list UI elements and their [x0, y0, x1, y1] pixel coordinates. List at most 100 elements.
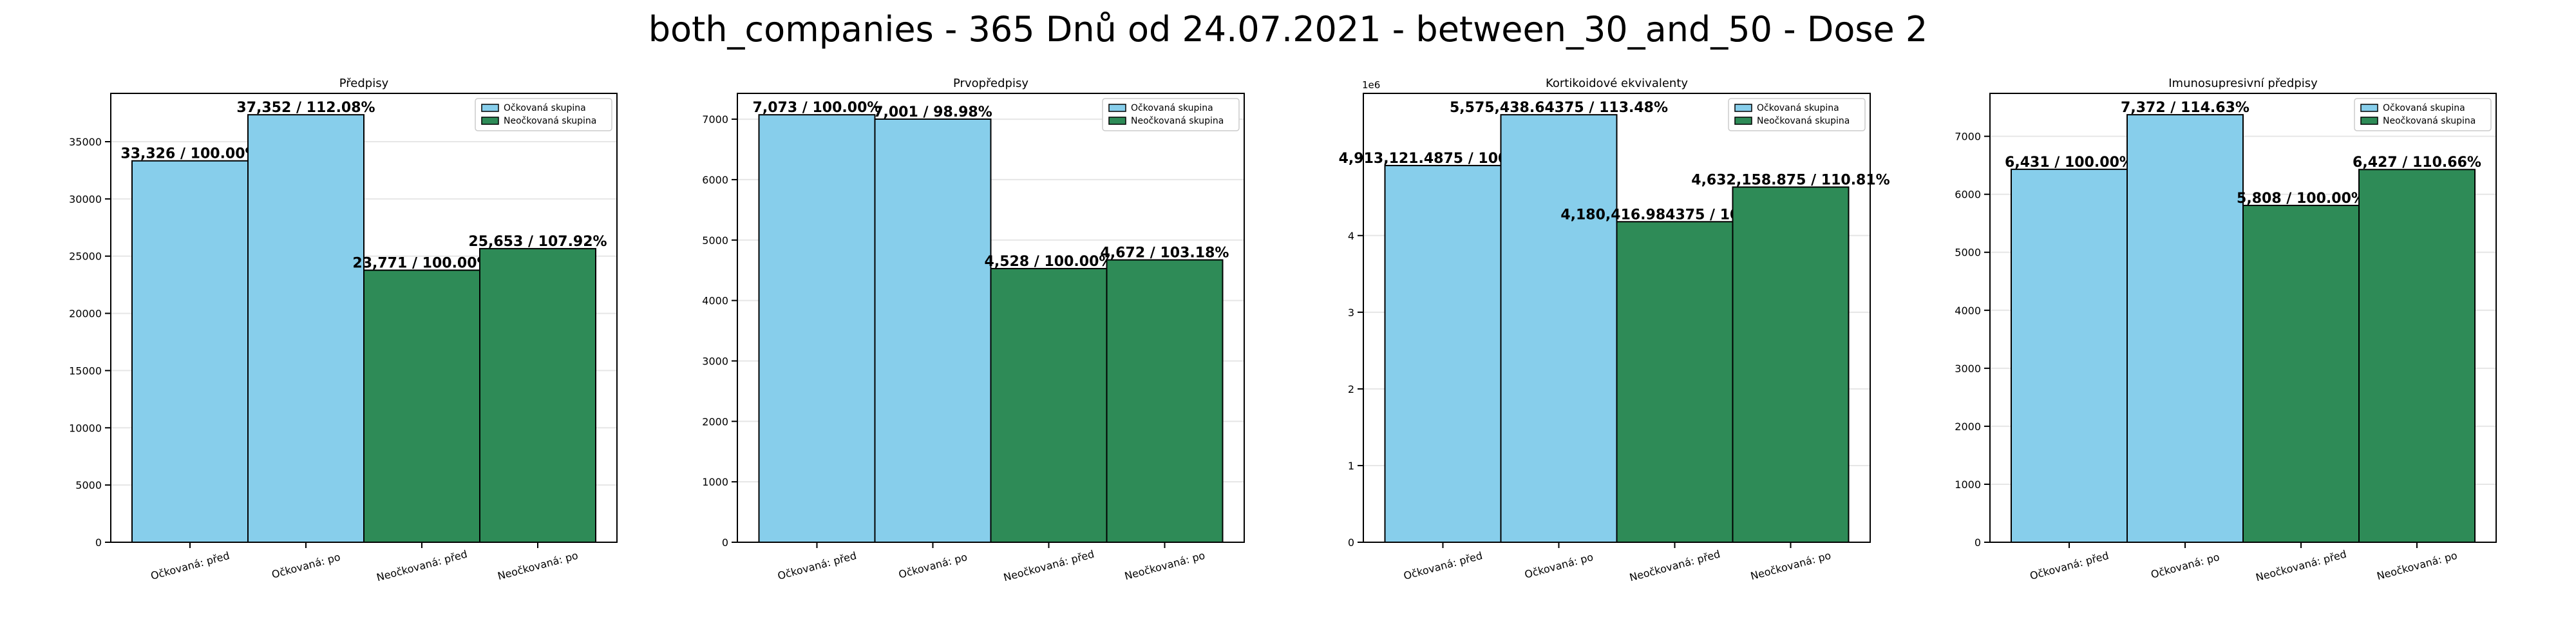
chart-4-ytick-label: 6000 [1955, 189, 1981, 201]
chart-4-bar [2126, 114, 2244, 543]
chart-3-xtick-label: Neočkovaná: po [1749, 549, 1832, 583]
chart-1-ytick-label: 0 [95, 536, 102, 549]
chart-1-ytick-label: 20000 [69, 308, 102, 320]
chart-4-legend-label: Neočkovaná skupina [2383, 116, 2476, 126]
chart-3-value-label: 5,575,438.64375 / 113.48% [1450, 100, 1668, 116]
chart-4-ytick-label: 5000 [1955, 247, 1981, 259]
chart-1-value-label: 23,771 / 100.00% [352, 256, 491, 272]
chart-4-ytick-label: 0 [1975, 536, 1981, 549]
chart-2-ytick-label: 1000 [702, 476, 728, 488]
chart-2-legend-label: Očkovaná skupina [1131, 103, 1213, 113]
chart-2-value-label: 4,528 / 100.00% [985, 254, 1113, 270]
chart-1-ytick-label: 30000 [69, 193, 102, 205]
chart-2-bar [758, 114, 876, 544]
chart-3-ytick-label: 3 [1348, 307, 1354, 319]
chart-2-ytick-label: 5000 [702, 234, 728, 247]
chart-3-bar [1384, 165, 1502, 543]
chart-4-ytick-label: 7000 [1955, 131, 1981, 143]
chart-4-legend-label: Očkovaná skupina [2383, 103, 2465, 113]
chart-3-value-label: 4,632,158.875 / 110.81% [1691, 172, 1889, 188]
chart-2-legend-swatch [1108, 104, 1126, 112]
chart-3-bar [1616, 221, 1734, 543]
chart-4-ytick-label: 3000 [1955, 363, 1981, 375]
chart-3-legend-box [1728, 98, 1866, 131]
chart-2-ytick-label: 4000 [702, 295, 728, 307]
chart-1-legend-swatch [481, 117, 499, 125]
chart-2-value-label: 7,073 / 100.00% [753, 100, 882, 116]
chart-3-xtick-label: Neočkovaná: před [1628, 548, 1721, 584]
figure-suptitle: both_companies - 365 Dnů od 24.07.2021 -… [648, 9, 1928, 50]
chart-4-value-label: 6,431 / 100.00% [2005, 155, 2134, 171]
chart-1-title: Předpisy [339, 77, 389, 90]
chart-1-legend-label: Neočkovaná skupina [504, 116, 596, 126]
chart-4-title: Imunosupresivní předpisy [2168, 77, 2318, 90]
chart-1-xtick-label: Očkovaná: před [149, 549, 231, 582]
chart-4-xtick-label: Očkovaná: před [2029, 549, 2110, 582]
chart-1-value-label: 33,326 / 100.00% [120, 146, 259, 162]
chart-3-scale-label: 1e6 [1362, 79, 1380, 91]
chart-4-value-label: 5,808 / 100.00% [2237, 191, 2365, 207]
chart-3-frame [1363, 93, 1871, 543]
chart-1-ytick-label: 5000 [75, 479, 102, 491]
chart-4-ytick-label: 1000 [1955, 478, 1981, 491]
chart-2-value-label: 4,672 / 103.18% [1101, 245, 1229, 261]
chart-4-bar [2011, 168, 2128, 544]
chart-1-bar [131, 160, 249, 543]
chart-2-frame [737, 93, 1245, 543]
chart-2-xtick-label: Neočkovaná: před [1002, 548, 1095, 584]
chart-1-ytick-label: 10000 [69, 422, 102, 434]
chart-1-bar [363, 269, 480, 543]
chart-2-legend-label: Neočkovaná skupina [1131, 116, 1224, 126]
chart-4-value-label: 7,372 / 114.63% [2121, 100, 2249, 116]
chart-3-legend-swatch [1734, 104, 1752, 112]
chart-4-value-label: 6,427 / 110.66% [2353, 155, 2481, 171]
chart-1-xtick-label: Neočkovaná: před [375, 548, 469, 584]
chart-1-value-label: 25,653 / 107.92% [468, 234, 607, 250]
chart-4-legend-box [2354, 98, 2492, 131]
chart-4-frame [1989, 93, 2497, 543]
chart-2-xtick-label: Očkovaná: před [776, 549, 858, 582]
chart-3-title: Kortikoidové ekvivalenty [1546, 77, 1688, 90]
chart-2-ytick-label: 6000 [702, 174, 728, 186]
chart-3-bar [1500, 114, 1618, 543]
chart-1-legend-swatch [481, 104, 499, 112]
chart-2-xtick-label: Neočkovaná: po [1123, 549, 1206, 583]
chart-1-ytick-label: 25000 [69, 251, 102, 263]
chart-2-title: Prvopředpisy [953, 77, 1028, 90]
chart-4-xtick-label: Neočkovaná: před [2255, 548, 2348, 584]
chart-2-legend-swatch [1108, 117, 1126, 125]
chart-4-ytick-label: 4000 [1955, 305, 1981, 317]
chart-2-value-label: 7,001 / 98.98% [873, 104, 992, 120]
chart-1-legend-label: Očkovaná skupina [504, 103, 586, 113]
chart-4-xtick-label: Očkovaná: po [2150, 551, 2221, 581]
chart-3-xtick-label: Očkovaná: po [1523, 551, 1595, 581]
chart-4-bar [2358, 169, 2476, 543]
chart-1-ytick-label: 15000 [69, 365, 102, 377]
chart-3-bar [1732, 186, 1850, 543]
chart-3-ytick-label: 2 [1348, 383, 1354, 395]
chart-3-legend-label: Očkovaná skupina [1757, 103, 1839, 113]
chart-4-xtick-label: Neočkovaná: po [2376, 549, 2459, 583]
chart-2-ytick-label: 3000 [702, 355, 728, 367]
chart-1-ytick-label: 35000 [69, 136, 102, 148]
chart-1-xtick-label: Neočkovaná: po [497, 549, 580, 583]
chart-1-frame [110, 93, 618, 543]
chart-4-legend-swatch [2360, 104, 2378, 112]
chart-1-bar [247, 114, 365, 543]
chart-4-ytick-label: 2000 [1955, 421, 1981, 433]
chart-3-ytick-label: 0 [1348, 536, 1354, 549]
chart-4-legend-swatch [2360, 117, 2378, 125]
chart-2-bar [1106, 259, 1224, 543]
chart-1-xtick-label: Očkovaná: po [270, 551, 342, 581]
chart-3-xtick-label: Očkovaná: před [1402, 549, 1484, 582]
chart-2-ytick-label: 0 [722, 536, 728, 549]
chart-2-bar [874, 118, 992, 544]
chart-4-bar [2242, 204, 2360, 543]
chart-2-legend-box [1102, 98, 1240, 131]
chart-3-ytick-label: 1 [1348, 460, 1354, 472]
chart-1-legend-box [475, 98, 612, 131]
chart-2-bar [990, 268, 1108, 543]
chart-1-bar [479, 248, 596, 543]
chart-3-ytick-label: 4 [1348, 230, 1354, 242]
